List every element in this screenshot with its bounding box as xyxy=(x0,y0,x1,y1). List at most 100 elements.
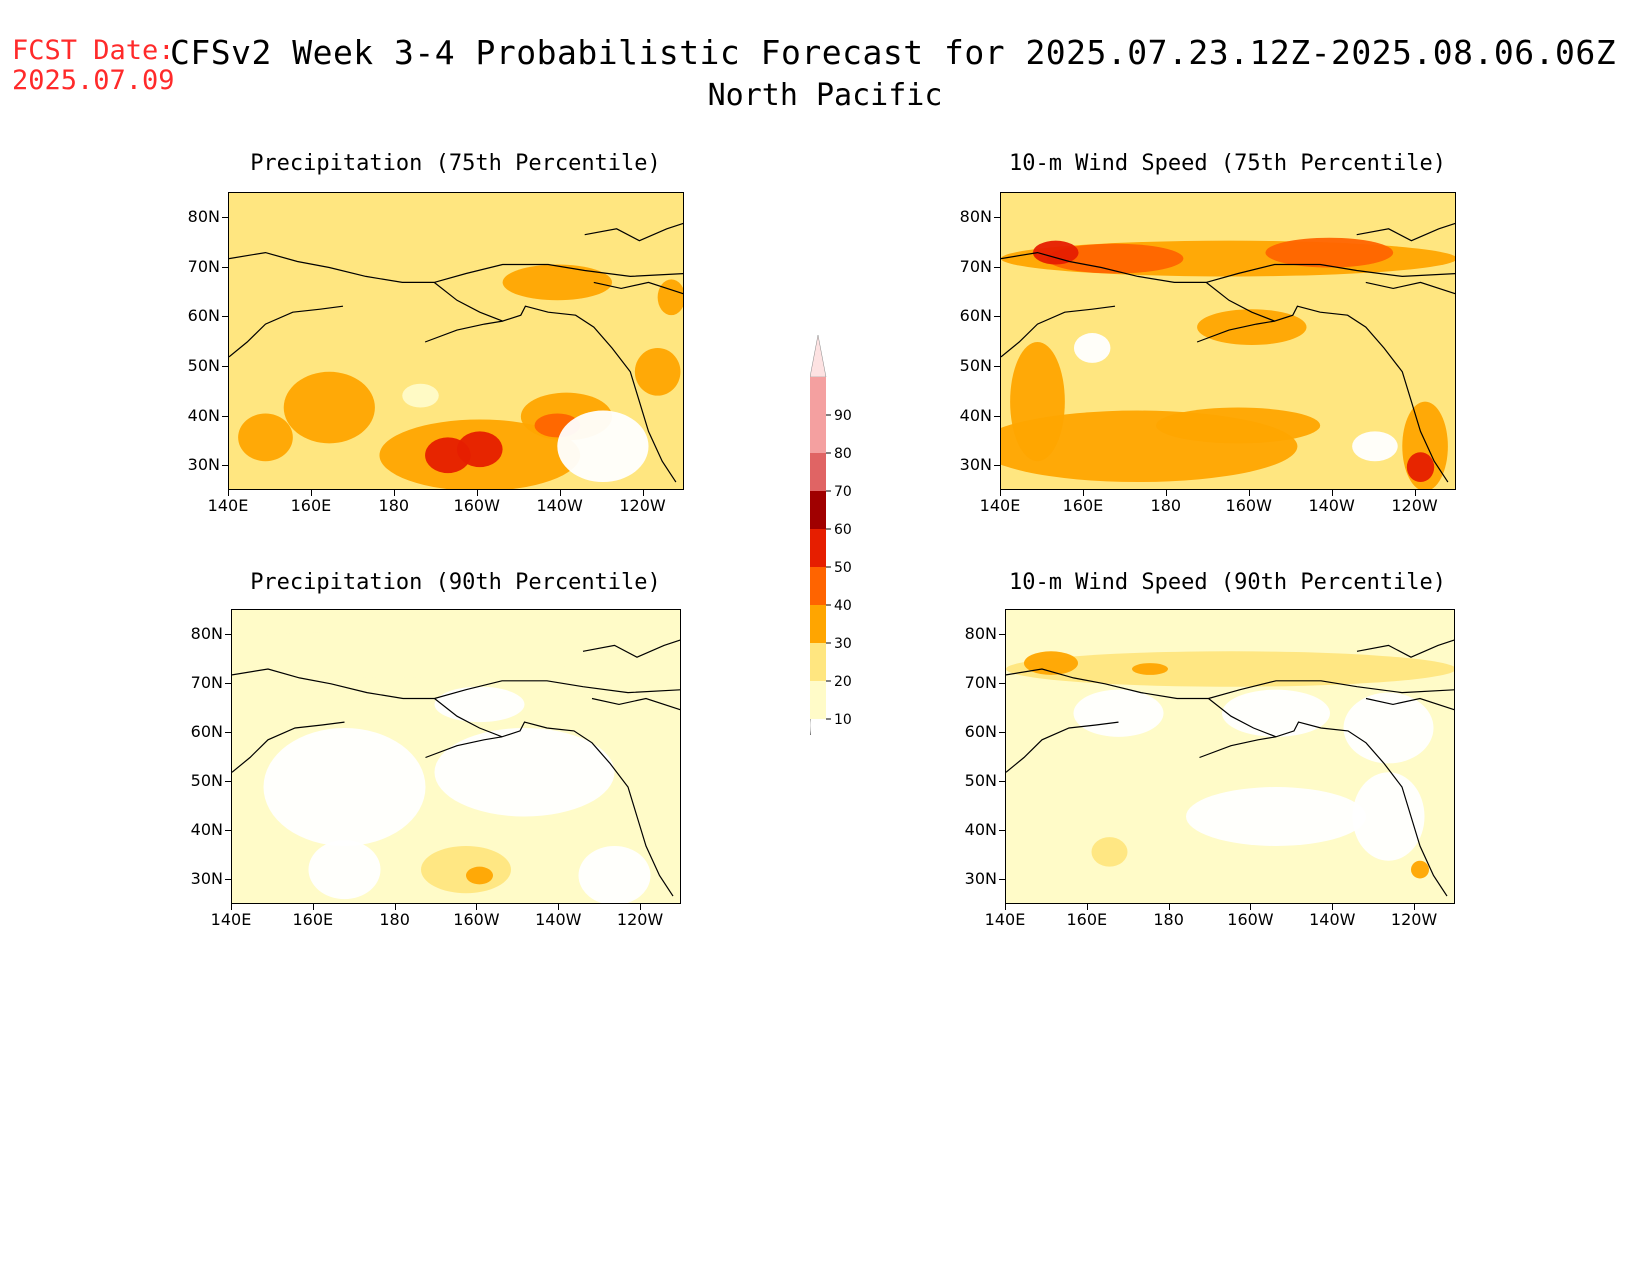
map-precip90-graphic xyxy=(232,610,680,903)
map-precip75-graphic xyxy=(229,193,683,489)
lon-tick-label: 180 xyxy=(1153,910,1184,929)
coastline xyxy=(1365,281,1455,295)
colorbar-label: 80 xyxy=(834,446,852,462)
colorbar-segment xyxy=(810,491,826,529)
coastline xyxy=(584,222,683,242)
contour-patch xyxy=(232,630,592,678)
lat-tick-label: 80N xyxy=(964,623,997,643)
lon-tick-mark xyxy=(1168,904,1170,910)
lon-tick-mark xyxy=(1248,490,1250,496)
panel-title-precip75: Precipitation (75th Percentile) xyxy=(250,151,661,176)
figure-subtitle: North Pacific xyxy=(0,78,1650,113)
lat-tick-mark xyxy=(999,682,1005,684)
contour-patch xyxy=(308,840,381,900)
lat-tick-label: 40N xyxy=(959,405,992,425)
contour-patch xyxy=(1352,431,1398,462)
colorbar-label: 90 xyxy=(834,408,852,424)
colorbar-label: 40 xyxy=(834,598,852,614)
coastline xyxy=(1208,698,1448,897)
region-name: North Pacific xyxy=(707,78,943,113)
lon-tick-label: 140E xyxy=(979,496,1021,515)
map-wind90-graphic xyxy=(1006,610,1454,903)
lat-tick-mark xyxy=(994,216,1000,218)
lon-tick-label: 180 xyxy=(378,496,410,515)
lat-tick-mark xyxy=(222,465,228,467)
lon-tick-label: 140W xyxy=(536,496,583,515)
lon-tick-label: 160W xyxy=(453,910,500,929)
coastline xyxy=(434,698,674,897)
colorbar-segment xyxy=(810,643,826,681)
lon-tick-label: 140W xyxy=(535,910,582,929)
lat-tick-mark xyxy=(225,682,231,684)
lat-tick-label: 60N xyxy=(187,306,220,326)
lon-tick-mark xyxy=(1250,904,1252,910)
lon-tick-label: 180 xyxy=(1150,496,1182,515)
contour-patch xyxy=(1343,692,1434,764)
lat-tick-label: 80N xyxy=(959,206,992,226)
contour-patch xyxy=(557,410,649,483)
coastline xyxy=(1001,251,1455,283)
coastline xyxy=(1006,721,1119,773)
contour-patch xyxy=(1006,651,1454,687)
coastline xyxy=(229,305,344,358)
lat-tick-mark xyxy=(225,781,231,783)
lon-tick-label: 160E xyxy=(292,910,334,929)
contour-patch xyxy=(283,371,375,444)
coastline xyxy=(433,281,677,483)
colorbar-top-extension xyxy=(809,334,827,378)
lat-tick-mark xyxy=(225,830,231,832)
lon-tick-label: 120W xyxy=(1390,910,1438,929)
lat-tick-mark xyxy=(994,465,1000,467)
coastline xyxy=(1365,697,1454,711)
colorbar-segment xyxy=(810,453,826,491)
map-precip75 xyxy=(228,192,684,490)
contour-patch xyxy=(1156,407,1321,444)
lon-tick-label: 140E xyxy=(984,910,1026,929)
lon-tick-mark xyxy=(1414,904,1416,910)
lat-tick-mark xyxy=(222,216,228,218)
colorbar-segment xyxy=(810,377,826,415)
colorbar-bottom-extension xyxy=(809,718,819,758)
colorbar-label: 30 xyxy=(834,636,852,652)
coastline xyxy=(591,697,680,711)
lat-tick-mark xyxy=(999,731,1005,733)
lat-tick-mark xyxy=(999,781,1005,783)
lon-tick-label: 180 xyxy=(379,910,410,929)
lon-tick-label: 160W xyxy=(453,496,500,515)
lon-tick-label: 120W xyxy=(1391,496,1438,515)
coastline xyxy=(1196,320,1275,343)
lon-tick-label: 160E xyxy=(1066,910,1108,929)
contour-patch xyxy=(421,846,511,894)
panel-title-wind90: 10-m Wind Speed (90th Percentile) xyxy=(1008,570,1447,595)
fcst-date-heading: FCST Date: xyxy=(12,35,175,66)
lat-tick-mark xyxy=(994,415,1000,417)
contour-patch xyxy=(1352,772,1425,861)
lon-tick-mark xyxy=(559,490,561,496)
lon-tick-mark xyxy=(310,490,312,496)
contour-patch xyxy=(1073,689,1164,737)
contour-patch xyxy=(457,431,503,468)
panel-title-wind75: 10-m Wind Speed (75th Percentile) xyxy=(1008,151,1447,176)
lat-tick-label: 50N xyxy=(959,355,992,375)
colorbar-segment xyxy=(810,567,826,605)
lon-tick-mark xyxy=(1000,490,1001,496)
lon-tick-label: 120W xyxy=(616,910,664,929)
lat-tick-mark xyxy=(994,266,1000,268)
lat-tick-mark xyxy=(222,266,228,268)
lon-tick-mark xyxy=(558,904,560,910)
lat-tick-mark xyxy=(225,731,231,733)
contour-patch xyxy=(1032,240,1079,265)
contour-patch xyxy=(238,413,293,462)
colorbar-label: 60 xyxy=(834,522,852,538)
contour-patch xyxy=(434,728,615,817)
lat-tick-label: 80N xyxy=(190,623,223,643)
lat-tick-label: 30N xyxy=(964,869,997,889)
lat-tick-label: 40N xyxy=(187,405,220,425)
contour-patch xyxy=(1073,333,1111,363)
coastline xyxy=(1199,736,1277,759)
lon-tick-mark xyxy=(1331,490,1333,496)
lat-tick-mark xyxy=(225,633,231,635)
lat-tick-label: 70N xyxy=(959,256,992,276)
lon-tick-mark xyxy=(228,490,229,496)
lon-tick-mark xyxy=(476,904,478,910)
